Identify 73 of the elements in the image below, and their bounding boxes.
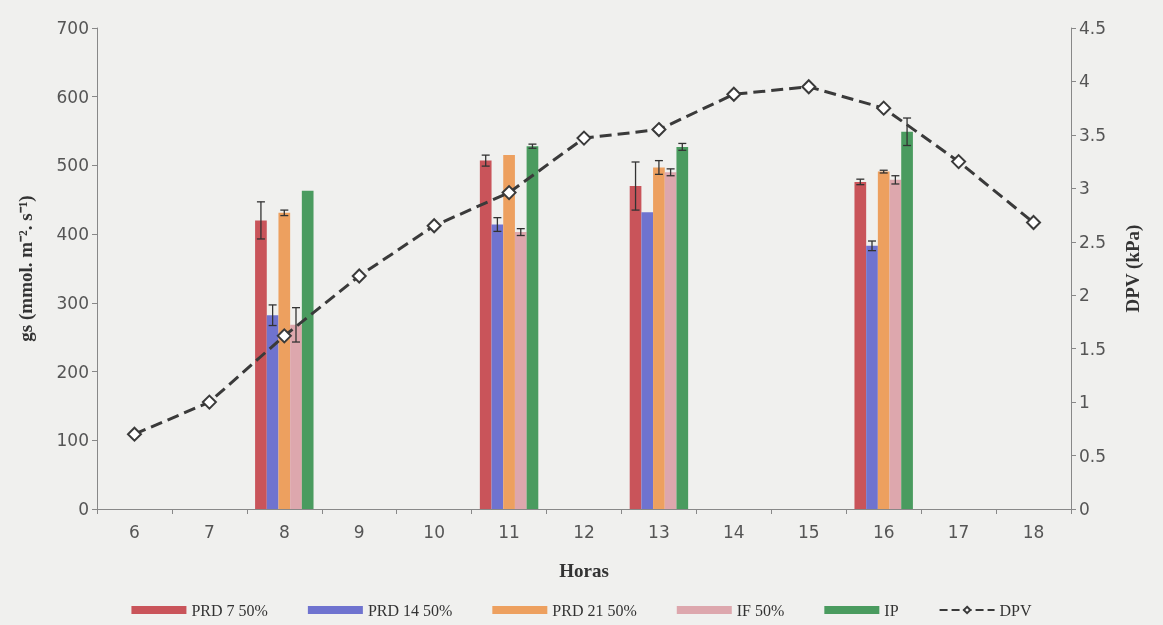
bar — [266, 315, 279, 509]
x-tick-label: 10 — [423, 521, 445, 542]
point — [276, 328, 292, 344]
bar — [491, 224, 504, 509]
x-tick-label: 13 — [648, 521, 670, 542]
bar — [866, 245, 878, 509]
y-tick-label: 600 — [56, 86, 89, 107]
x-tick-label: 15 — [797, 521, 820, 542]
bar — [255, 220, 267, 509]
bar — [889, 179, 902, 509]
point — [126, 426, 142, 442]
x-tick-label: 12 — [573, 521, 595, 542]
legend-label: DPV — [999, 601, 1033, 619]
y-tick-label: 0 — [78, 499, 89, 519]
y2-tick-label: 4 — [1079, 71, 1090, 92]
y2-tick-label: 2.5 — [1079, 231, 1107, 252]
bar — [503, 155, 515, 509]
bar — [301, 190, 314, 509]
y2-tick-label: 1 — [1079, 392, 1090, 413]
point — [651, 122, 667, 138]
y-tick-label: 100 — [56, 430, 89, 451]
bar — [676, 146, 689, 509]
y-tick-label: 700 — [56, 18, 89, 38]
point — [501, 185, 517, 201]
point — [576, 130, 592, 146]
x-tick-label: 8 — [278, 521, 290, 542]
bar — [278, 212, 291, 509]
y2-axis-title: DPV (kPa) — [1122, 224, 1144, 313]
y-tick-label: 400 — [56, 224, 89, 245]
bar — [290, 324, 302, 509]
point — [201, 394, 217, 410]
bar — [514, 232, 527, 509]
y-axis-title: gs (mmol. m⁻². s⁻¹) — [15, 195, 37, 342]
y2-tick-label: 3 — [1079, 178, 1090, 199]
legend-label: IP — [884, 601, 899, 619]
x-tick-label: 6 — [129, 521, 140, 542]
point — [426, 218, 442, 234]
y2-tick-label: 0.5 — [1079, 445, 1107, 466]
x-tick-label: 9 — [353, 521, 365, 542]
bar — [526, 146, 539, 509]
y2-tick-label: 2 — [1079, 285, 1090, 306]
y-tick-label: 500 — [56, 155, 89, 176]
bar — [653, 167, 665, 509]
point — [876, 100, 892, 116]
x-tick-label: 18 — [1022, 521, 1045, 542]
x-tick-label: 7 — [203, 521, 215, 542]
bar — [877, 171, 890, 509]
x-tick-label: 14 — [723, 521, 745, 542]
bar — [901, 131, 913, 509]
legend-label: PRD 14 50% — [367, 601, 453, 619]
x-axis-title: Horas — [559, 560, 609, 581]
point — [951, 154, 967, 170]
y-tick-label: 300 — [56, 292, 89, 313]
bar — [664, 172, 677, 509]
point — [726, 86, 742, 102]
x-tick-label: 17 — [947, 521, 970, 542]
y-tick-label: 200 — [56, 361, 89, 382]
y2-tick-label: 3.5 — [1079, 124, 1107, 145]
y2-tick-label: 0 — [1079, 499, 1090, 519]
x-tick-label: 16 — [872, 521, 895, 542]
point — [351, 268, 367, 284]
legend-label: PRD 7 50% — [191, 601, 268, 619]
bar — [641, 212, 654, 509]
legend-label: PRD 21 50% — [552, 601, 637, 619]
y2-tick-label: 4.5 — [1079, 18, 1107, 38]
x-tick-label: 11 — [498, 521, 520, 542]
bar — [629, 186, 642, 509]
bar — [854, 181, 867, 509]
point — [801, 79, 817, 95]
point — [1026, 215, 1042, 231]
legend-label: IF 50% — [736, 601, 785, 619]
bar — [479, 160, 492, 509]
y2-tick-label: 1.5 — [1079, 338, 1107, 359]
